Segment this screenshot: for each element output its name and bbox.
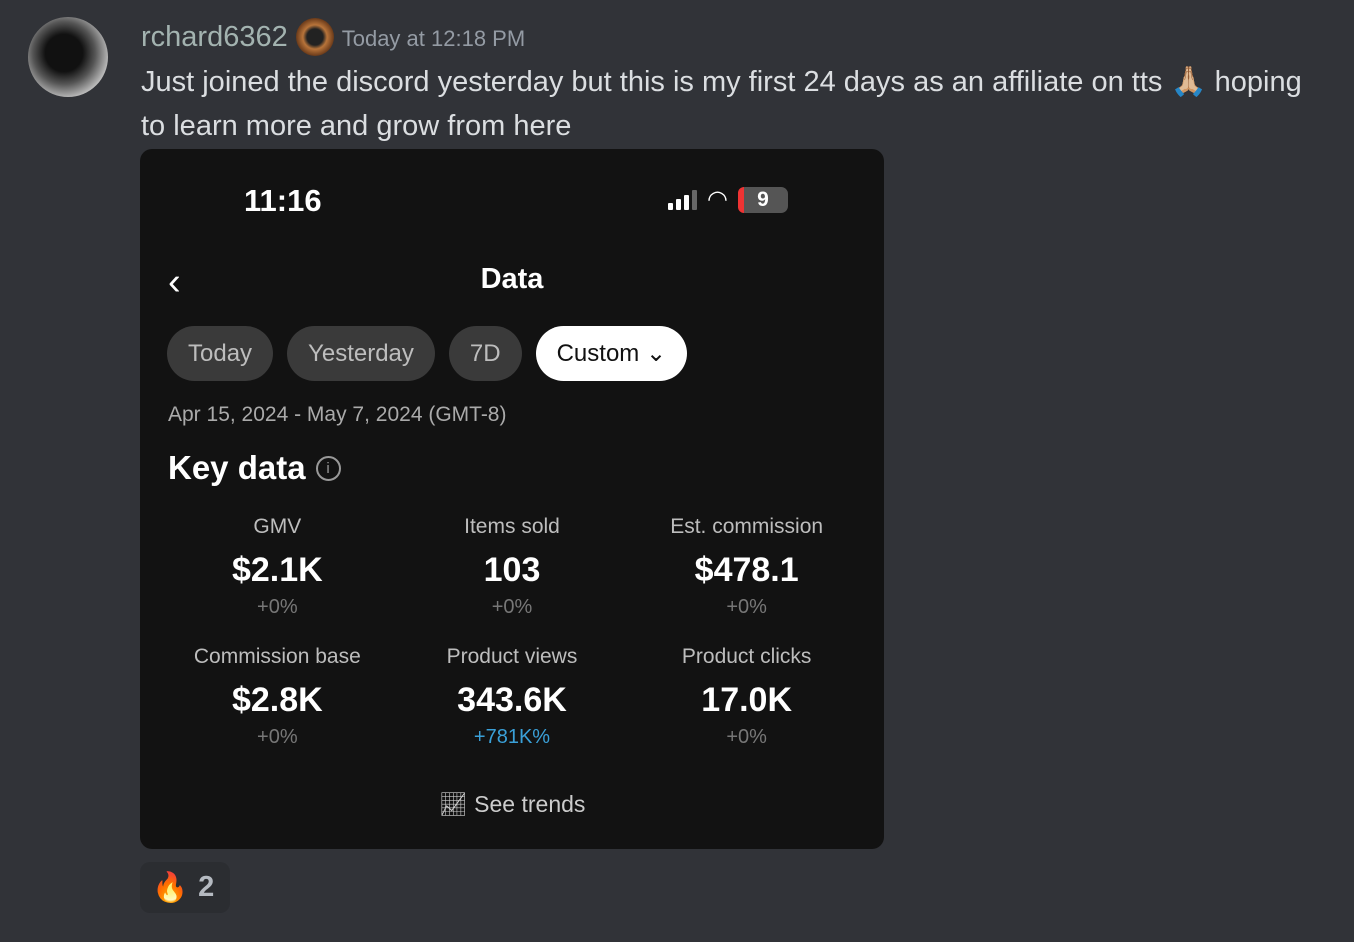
- fire-icon: 🔥: [152, 871, 189, 904]
- metric-card: GMV $2.1K +0%: [160, 515, 395, 619]
- back-icon: ‹: [168, 261, 181, 303]
- signal-icon: [668, 189, 697, 210]
- key-data-heading: Key data i: [168, 449, 341, 487]
- key-data-label: Key data: [168, 449, 306, 486]
- screen-title: Data: [480, 263, 544, 295]
- metric-value: $478.1: [694, 551, 799, 589]
- status-time: 11:16: [244, 183, 322, 218]
- see-trends: 📈︎ See trends: [140, 791, 884, 818]
- metric-change: +781K%: [473, 726, 551, 748]
- message-header: rchard6362 Today at 12:18 PM: [141, 18, 525, 56]
- metric-label: Product views: [446, 645, 578, 668]
- metric-label: Items sold: [464, 515, 560, 538]
- tab-custom: Custom ⌄: [535, 326, 688, 381]
- server-badge-icon: [295, 18, 334, 56]
- wifi-icon: ◠: [707, 186, 728, 213]
- username[interactable]: rchard6362: [141, 20, 288, 53]
- metric-change: +0%: [726, 596, 767, 618]
- metric-label: GMV: [253, 515, 302, 538]
- metric-value: 17.0K: [701, 681, 793, 719]
- metric-card: Items sold 103 +0%: [395, 515, 630, 619]
- metric-change: +0%: [257, 726, 298, 748]
- message-text: Just joined the discord yesterday but th…: [141, 66, 1302, 142]
- metric-value: 343.6K: [457, 681, 567, 719]
- battery-icon: 9: [737, 186, 788, 213]
- date-range: Apr 15, 2024 - May 7, 2024 (GMT-8): [168, 403, 507, 426]
- metric-label: Commission base: [193, 645, 361, 668]
- metric-change: +0%: [491, 596, 533, 618]
- info-icon: i: [315, 455, 341, 481]
- metric-value: $2.8K: [231, 681, 323, 719]
- metric-change: +0%: [726, 726, 767, 748]
- metric-label: Product clicks: [681, 645, 812, 668]
- metrics-grid: GMV $2.1K +0% Items sold 103 +0% Est. commissi…: [160, 515, 864, 749]
- metric-change: +0%: [257, 596, 298, 618]
- date-tabs: Today Yesterday 7D Custom ⌄: [167, 326, 688, 381]
- metric-card: Product views 343.6K +781K%: [395, 645, 630, 749]
- attached-image[interactable]: 11:16 ◠ 9 ‹ Data Today Yesterday 7D Cust…: [140, 149, 884, 849]
- avatar[interactable]: [28, 17, 108, 97]
- metric-label: Est. commission: [670, 515, 824, 538]
- tab-7d: 7D: [448, 326, 522, 381]
- metric-card: Commission base $2.8K +0%: [160, 645, 395, 749]
- reaction-count: 2: [198, 871, 215, 903]
- chart-icon: 📈︎: [438, 791, 468, 817]
- see-trends-label: See trends: [474, 791, 586, 817]
- reaction-fire[interactable]: 🔥 2: [140, 862, 230, 913]
- metric-card: Est. commission $478.1 +0%: [629, 515, 864, 619]
- status-bar: ◠ 9: [668, 185, 788, 214]
- metric-value: $2.1K: [231, 551, 323, 589]
- tab-yesterday: Yesterday: [287, 326, 435, 381]
- metric-card: Product clicks 17.0K +0%: [629, 645, 864, 749]
- timestamp: Today at 12:18 PM: [341, 26, 526, 51]
- metric-value: 103: [483, 551, 541, 589]
- tab-today: Today: [167, 326, 274, 381]
